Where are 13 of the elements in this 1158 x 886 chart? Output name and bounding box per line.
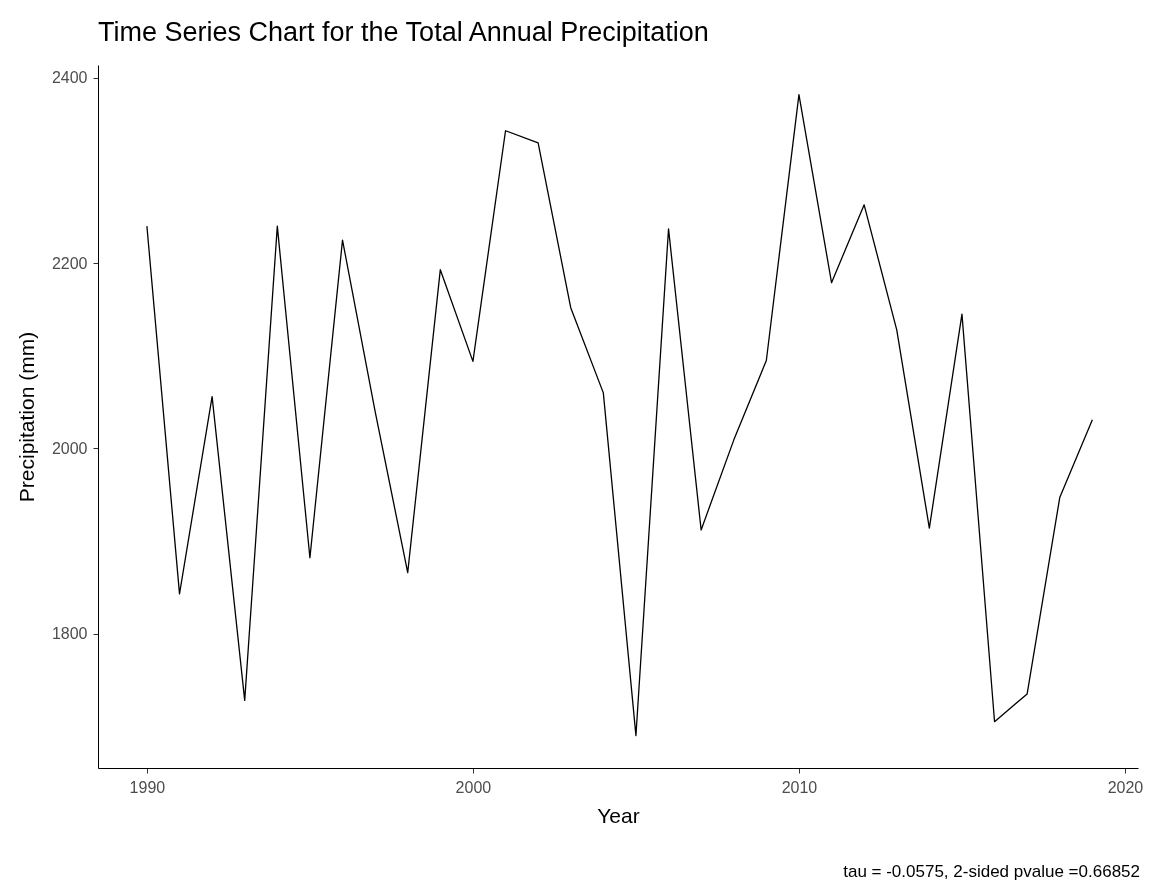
y-tick-label: 1800: [51, 625, 88, 643]
x-tick-label: 1990: [129, 778, 166, 796]
x-tick-label: 2020: [1107, 778, 1144, 796]
y-axis-title: Precipitation (mm): [14, 331, 38, 503]
y-tick-label: 2000: [51, 439, 88, 457]
x-tick-label: 2010: [781, 778, 818, 796]
y-tick-label: 2200: [51, 254, 88, 272]
chart-title: Time Series Chart for the Total Annual Precipitation: [98, 17, 709, 47]
x-tick-label: 2000: [455, 778, 492, 796]
text: tau = -0.0575, 2-sided pvalue =0.66852: [843, 862, 1140, 882]
line-series: [146, 93, 1094, 737]
x-axis-title: Year: [597, 803, 640, 827]
y-tick-label: 2400: [51, 69, 88, 87]
